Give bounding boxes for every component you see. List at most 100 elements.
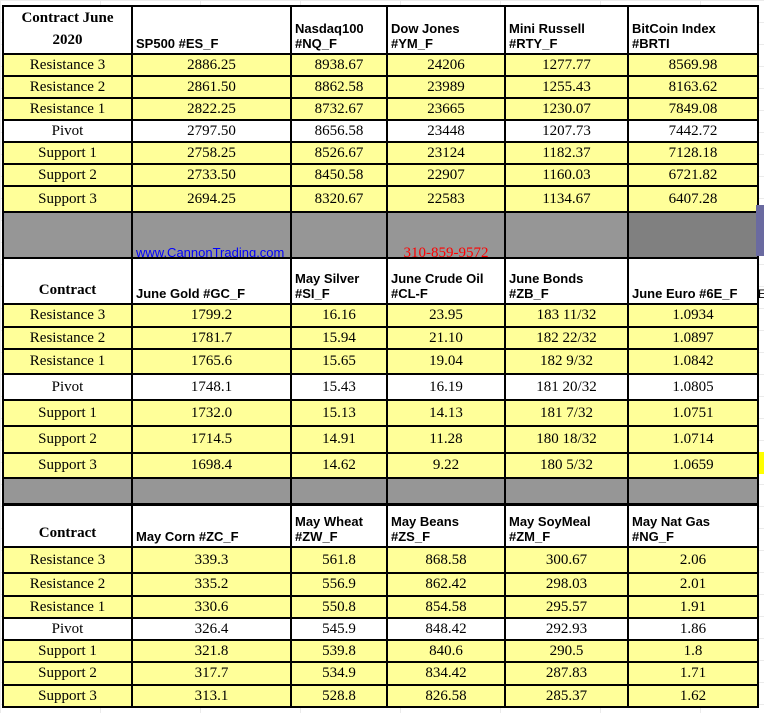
level-value: 335.2	[131, 572, 292, 597]
level-value: 23989	[386, 75, 506, 99]
level-value: 9.22	[386, 452, 506, 479]
level-value: 182 9/32	[504, 348, 629, 375]
level-value: 1230.07	[504, 97, 629, 121]
separator-cell	[504, 477, 629, 505]
section-table-1: Contract June 2020 SP500 #ES_F Nasdaq100 #…	[2, 5, 759, 264]
level-label: Pivot	[2, 373, 133, 401]
level-value: 826.58	[386, 684, 506, 708]
level-value: 545.9	[290, 617, 388, 641]
level-value: 2822.25	[131, 97, 292, 121]
table-row: Support 1 2758.25 8526.67 23124 1182.37 7128.…	[2, 141, 759, 165]
level-value: 295.57	[504, 595, 629, 619]
table-row: Support 3 2694.25 8320.67 22583 1134.67 6407.…	[2, 185, 759, 213]
separator-cell	[131, 477, 292, 505]
level-label: Support 1	[2, 399, 133, 427]
level-value: 556.9	[290, 572, 388, 597]
level-value: 181 20/32	[504, 373, 629, 401]
edge-cell-yellow	[759, 452, 764, 474]
column-header: BitCoin Index #BRTI	[627, 5, 759, 55]
level-value: 2886.25	[131, 53, 292, 77]
level-value: 1.8	[627, 639, 759, 663]
level-value: 550.8	[290, 595, 388, 619]
level-value: 528.8	[290, 684, 388, 708]
level-value: 14.13	[386, 399, 506, 427]
level-value: 15.65	[290, 348, 388, 375]
column-header: May Beans #ZS_F	[386, 504, 506, 548]
level-value: 330.6	[131, 595, 292, 619]
separator-cell: www.CannonTrading.com	[131, 211, 292, 264]
column-header: May SoyMeal #ZM_F	[504, 504, 629, 548]
level-value: 1207.73	[504, 119, 629, 143]
website-link[interactable]: www.CannonTrading.com	[136, 245, 285, 260]
level-value: 19.04	[386, 348, 506, 375]
header-row: Contract June 2020 SP500 #ES_F Nasdaq100 #…	[2, 5, 759, 55]
level-value: 1765.6	[131, 348, 292, 375]
level-value: 1748.1	[131, 373, 292, 401]
column-header: Mini Russell #RTY_F	[504, 5, 629, 55]
table-row: Support 1 1732.0 15.13 14.13 181 7/32 1.0751	[2, 399, 759, 427]
level-value: 290.5	[504, 639, 629, 663]
level-value: 8656.58	[290, 119, 388, 143]
level-value: 1732.0	[131, 399, 292, 427]
phone-number: 310-859-9572	[403, 245, 489, 261]
level-value: 326.4	[131, 617, 292, 641]
level-value: 1277.77	[504, 53, 629, 77]
level-value: 6721.82	[627, 163, 759, 187]
level-value: 8569.98	[627, 53, 759, 77]
level-value: 539.8	[290, 639, 388, 663]
level-value: 22907	[386, 163, 506, 187]
column-header: May Corn #ZC_F	[131, 504, 292, 548]
level-label: Resistance 1	[2, 97, 133, 121]
level-label: Support 2	[2, 425, 133, 454]
level-value: 2694.25	[131, 185, 292, 213]
level-value: 317.7	[131, 661, 292, 686]
level-value: 1.62	[627, 684, 759, 708]
column-header: May Wheat #ZW_F	[290, 504, 388, 548]
separator-cell: 310-859-9572	[386, 211, 506, 264]
level-value: 321.8	[131, 639, 292, 663]
level-value: 15.43	[290, 373, 388, 401]
level-value: 8526.67	[290, 141, 388, 165]
level-label: Support 3	[2, 452, 133, 479]
level-value: 23.95	[386, 303, 506, 328]
level-value: 15.13	[290, 399, 388, 427]
level-value: 1160.03	[504, 163, 629, 187]
level-value: 8163.62	[627, 75, 759, 99]
level-value: 2758.25	[131, 141, 292, 165]
level-value: 8450.58	[290, 163, 388, 187]
separator-cell	[2, 477, 133, 505]
table-row: Resistance 2 1781.7 15.94 21.10 182 22/32 1.0…	[2, 326, 759, 350]
table-row: Support 2 317.7 534.9 834.42 287.83 1.71	[2, 661, 759, 686]
level-value: 183 11/32	[504, 303, 629, 328]
level-value: 840.6	[386, 639, 506, 663]
level-value: 14.62	[290, 452, 388, 479]
level-value: 11.28	[386, 425, 506, 454]
level-value: 1134.67	[504, 185, 629, 213]
table-row: Pivot 326.4 545.9 848.42 292.93 1.86	[2, 617, 759, 641]
table-row: Support 3 1698.4 14.62 9.22 180 5/32 1.0659	[2, 452, 759, 479]
level-value: 23124	[386, 141, 506, 165]
column-header: Nasdaq100 #NQ_F	[290, 5, 388, 55]
level-value: 6407.28	[627, 185, 759, 213]
header-row: Contract May Corn #ZC_F May Wheat #ZW_F May…	[2, 504, 759, 548]
level-label: Pivot	[2, 617, 133, 641]
level-label: Support 2	[2, 661, 133, 686]
level-value: 285.37	[504, 684, 629, 708]
level-value: 180 18/32	[504, 425, 629, 454]
column-header: June Gold #GC_F	[131, 257, 292, 305]
level-label: Resistance 2	[2, 572, 133, 597]
level-value: 1698.4	[131, 452, 292, 479]
level-label: Pivot	[2, 119, 133, 143]
level-value: 1.0714	[627, 425, 759, 454]
level-label: Support 2	[2, 163, 133, 187]
level-value: 7442.72	[627, 119, 759, 143]
level-value: 24206	[386, 53, 506, 77]
table-row: Support 1 321.8 539.8 840.6 290.5 1.8	[2, 639, 759, 663]
header-row: Contract June Gold #GC_F May Silver #SI_F J…	[2, 257, 759, 305]
level-value: 1.0659	[627, 452, 759, 479]
separator-cell	[627, 211, 759, 264]
level-label: Support 1	[2, 639, 133, 663]
level-value: 22583	[386, 185, 506, 213]
level-value: 23448	[386, 119, 506, 143]
level-label: Resistance 2	[2, 75, 133, 99]
